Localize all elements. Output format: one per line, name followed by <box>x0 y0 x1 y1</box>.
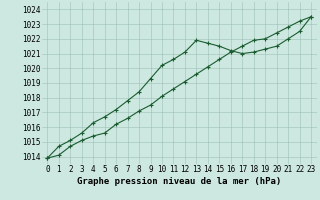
X-axis label: Graphe pression niveau de la mer (hPa): Graphe pression niveau de la mer (hPa) <box>77 177 281 186</box>
